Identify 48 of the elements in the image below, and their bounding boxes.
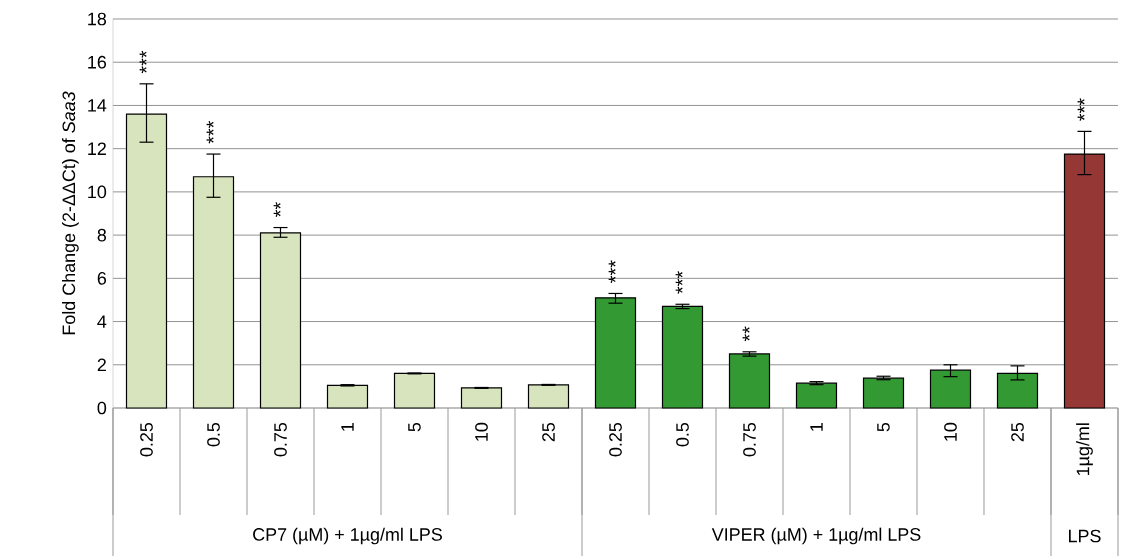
bar — [393, 372, 436, 409]
x-tick-label: 0.75 — [274, 422, 287, 457]
y-tick-label: 4 — [97, 315, 107, 328]
x-tick-label: 0.5 — [676, 422, 689, 447]
y-tick-label: 14 — [88, 99, 107, 112]
data-label: *** — [1077, 98, 1085, 121]
x-tick-label: 0.75 — [743, 422, 756, 457]
data-label: ** — [273, 202, 281, 218]
x-tick-label: 10 — [944, 422, 957, 441]
x-tick-label: 5 — [408, 422, 421, 432]
bar — [795, 382, 838, 409]
text: LPS — [1069, 529, 1101, 543]
x-tick-label: 0.25 — [609, 422, 622, 457]
y-tick-label: 12 — [88, 142, 106, 155]
data-label: *** — [608, 260, 616, 283]
x-tick-label: 25 — [542, 422, 555, 442]
x-tick-label: 5 — [877, 422, 890, 432]
data-label: ** — [742, 326, 750, 342]
bar — [929, 369, 972, 409]
x-tick-label: 0.25 — [140, 422, 153, 457]
x-tick-label: 1 — [810, 423, 823, 431]
bar — [996, 372, 1039, 409]
x-tick-label: 0.5 — [207, 422, 220, 447]
bar — [661, 305, 704, 409]
bar — [259, 232, 302, 409]
bar — [728, 353, 771, 409]
bar — [527, 384, 570, 409]
data-label: *** — [139, 50, 147, 74]
x-tick-label: 1µg/ml — [1076, 423, 1093, 475]
y-axis-title: Fold Change (2-ΔΔCt) of Saa3 — [62, 91, 79, 335]
x-tick-label: 1 — [341, 423, 354, 431]
y-tick-label: 0 — [97, 401, 107, 415]
bar — [594, 297, 637, 409]
x-tick-label: 25 — [1011, 422, 1024, 442]
y-tick-label: 6 — [97, 271, 107, 285]
y-tick-label: 8 — [97, 228, 107, 242]
y-tick-label: 16 — [88, 55, 107, 69]
bar — [862, 377, 905, 409]
y-tick-label: 10 — [88, 185, 107, 199]
bar — [326, 384, 369, 409]
bar — [460, 387, 503, 409]
y-tick-label: 18 — [88, 12, 107, 26]
text: VIPER (µM) + 1µg/ml LPS — [711, 527, 921, 545]
y-tick-label: 2 — [97, 358, 106, 372]
data-label: *** — [675, 271, 683, 294]
x-tick-label: 10 — [475, 422, 488, 441]
text: CP7 (µM) + 1µg/ml LPS — [253, 527, 442, 545]
data-label: *** — [206, 120, 214, 144]
